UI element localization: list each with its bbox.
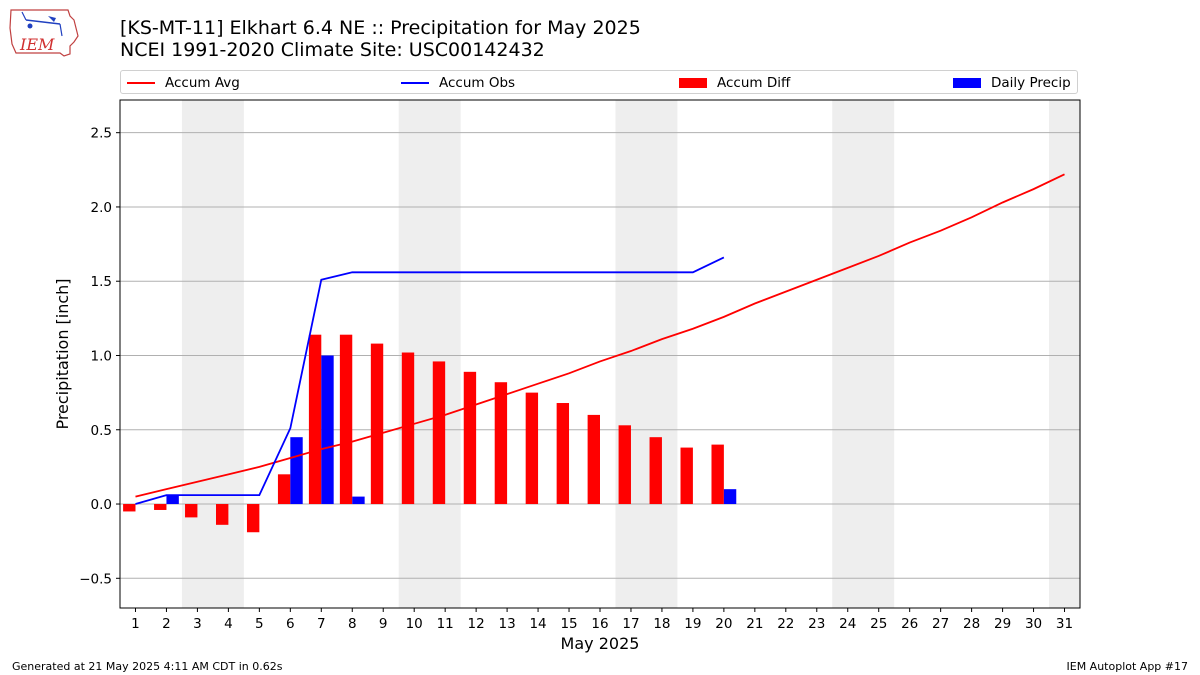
y-tick-label: 2.0 bbox=[91, 200, 112, 216]
x-tick-label: 22 bbox=[777, 616, 794, 632]
x-tick-label: 19 bbox=[684, 616, 701, 632]
x-tick-label: 30 bbox=[1025, 616, 1042, 632]
accum-diff-bar bbox=[370, 343, 384, 505]
legend-swatch-accum-obs bbox=[401, 82, 429, 84]
y-tick-label: 0.0 bbox=[91, 497, 112, 513]
accum-diff-bar bbox=[556, 403, 570, 505]
weekend-band bbox=[1049, 100, 1080, 608]
x-tick-label: 23 bbox=[808, 616, 825, 632]
x-tick-label: 6 bbox=[286, 616, 295, 632]
x-tick-label: 29 bbox=[994, 616, 1011, 632]
accum-diff-bar bbox=[494, 382, 508, 505]
x-tick-label: 8 bbox=[348, 616, 357, 632]
accum-diff-bar bbox=[154, 504, 167, 510]
y-tick-label: 2.5 bbox=[91, 126, 112, 142]
accum-diff-bar bbox=[432, 361, 446, 505]
accum-diff-bar bbox=[216, 504, 229, 525]
legend-item-accum-avg: Accum Avg bbox=[127, 74, 240, 92]
y-tick-label: 1.0 bbox=[91, 348, 112, 364]
chart-subtitle: NCEI 1991-2020 Climate Site: USC00142432 bbox=[120, 39, 545, 61]
y-tick-label: −0.5 bbox=[79, 571, 112, 587]
accum-diff-bar bbox=[463, 371, 477, 505]
x-tick-label: 31 bbox=[1056, 616, 1073, 632]
daily-precip-bar bbox=[352, 496, 365, 505]
chart-legend: Accum Avg Accum Obs Accum Diff Daily Pre… bbox=[120, 70, 1078, 94]
weekend-band bbox=[615, 100, 678, 608]
accum-diff-bar bbox=[680, 447, 693, 505]
x-tick-label: 15 bbox=[560, 616, 577, 632]
logo-text: IEM bbox=[19, 35, 55, 54]
x-tick-label: 20 bbox=[715, 616, 732, 632]
accum-diff-bar bbox=[277, 474, 291, 505]
x-tick-label: 14 bbox=[529, 616, 546, 632]
accum-diff-bar bbox=[185, 504, 198, 518]
x-tick-label: 24 bbox=[839, 616, 856, 632]
legend-swatch-accum-avg bbox=[127, 82, 155, 84]
footer-generated: Generated at 21 May 2025 4:11 AM CDT in … bbox=[12, 660, 283, 673]
x-tick-label: 9 bbox=[379, 616, 388, 632]
legend-label-accum-obs: Accum Obs bbox=[439, 75, 516, 91]
legend-swatch-accum-diff bbox=[679, 78, 707, 88]
legend-label-accum-diff: Accum Diff bbox=[717, 75, 791, 91]
daily-precip-bar bbox=[723, 489, 737, 505]
y-tick-label: 1.5 bbox=[91, 274, 112, 290]
weekend-band bbox=[832, 100, 895, 608]
plot-frame bbox=[119, 99, 1081, 609]
legend-item-daily-precip: Daily Precip bbox=[953, 74, 1071, 92]
x-tick-label: 5 bbox=[255, 616, 264, 632]
x-tick-label: 1 bbox=[131, 616, 140, 632]
x-tick-label: 28 bbox=[963, 616, 980, 632]
x-tick-label: 17 bbox=[622, 616, 639, 632]
x-tick-label: 18 bbox=[653, 616, 670, 632]
legend-item-accum-diff: Accum Diff bbox=[679, 74, 790, 92]
x-tick-label: 2 bbox=[162, 616, 171, 632]
accum-diff-bar bbox=[246, 504, 260, 533]
daily-precip-bar bbox=[290, 437, 303, 505]
accum-diff-bar bbox=[587, 414, 600, 505]
accum-diff-bar bbox=[339, 334, 353, 505]
accum-avg-line bbox=[135, 173, 1065, 498]
legend-label-daily-precip: Daily Precip bbox=[991, 75, 1071, 91]
x-tick-label: 27 bbox=[932, 616, 949, 632]
x-tick-label: 4 bbox=[224, 616, 233, 632]
x-tick-label: 25 bbox=[870, 616, 887, 632]
chart-title: [KS-MT-11] Elkhart 6.4 NE :: Precipitati… bbox=[120, 17, 641, 39]
x-tick-label: 3 bbox=[193, 616, 202, 632]
accum-obs-line bbox=[135, 256, 725, 505]
x-tick-label: 26 bbox=[901, 616, 918, 632]
legend-label-accum-avg: Accum Avg bbox=[165, 75, 240, 91]
daily-precip-bar bbox=[321, 355, 334, 505]
x-tick-label: 11 bbox=[437, 616, 454, 632]
x-tick-label: 7 bbox=[317, 616, 326, 632]
accum-diff-bar bbox=[618, 425, 631, 505]
accum-diff-bar bbox=[123, 504, 136, 512]
x-tick-label: 13 bbox=[499, 616, 516, 632]
legend-swatch-daily-precip bbox=[953, 78, 981, 88]
accum-diff-bar bbox=[308, 334, 322, 505]
footer-app: IEM Autoplot App #17 bbox=[1066, 660, 1189, 673]
accum-diff-bar bbox=[525, 392, 539, 505]
x-axis-label: May 2025 bbox=[561, 634, 640, 653]
legend-item-accum-obs: Accum Obs bbox=[401, 74, 515, 92]
x-tick-label: 10 bbox=[406, 616, 423, 632]
weekend-band bbox=[181, 100, 244, 608]
iem-logo: IEM bbox=[8, 6, 80, 60]
y-axis-label: Precipitation [inch] bbox=[53, 278, 72, 429]
accum-diff-bar bbox=[711, 444, 724, 505]
y-tick-label: 0.5 bbox=[91, 423, 112, 439]
accum-diff-bar bbox=[649, 437, 662, 505]
x-tick-label: 21 bbox=[746, 616, 763, 632]
x-tick-label: 16 bbox=[591, 616, 608, 632]
accum-diff-bar bbox=[401, 352, 415, 505]
x-tick-label: 12 bbox=[468, 616, 485, 632]
daily-precip-bar bbox=[166, 495, 179, 505]
